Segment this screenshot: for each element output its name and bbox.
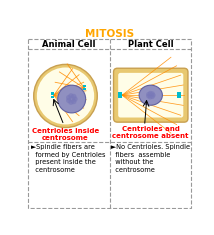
Bar <box>51 96 54 98</box>
Circle shape <box>148 95 153 100</box>
Text: Animal Cell: Animal Cell <box>42 40 95 49</box>
Bar <box>177 92 181 98</box>
Text: ►Spindle fibers are
  formed by Centrioles
  present inside the
  centrosome: ►Spindle fibers are formed by Centrioles… <box>31 145 105 173</box>
Circle shape <box>151 93 156 98</box>
Circle shape <box>150 94 155 99</box>
Circle shape <box>146 92 151 97</box>
Text: ►No Centrioles. Spindle
  fibers  assemble
  without the
  centrosome: ►No Centrioles. Spindle fibers assemble … <box>111 145 190 173</box>
Circle shape <box>66 98 71 103</box>
Text: Centrioles and
centrosome absent: Centrioles and centrosome absent <box>113 126 189 139</box>
Bar <box>83 88 86 90</box>
Text: Centrioles inside
centrosome: Centrioles inside centrosome <box>32 128 99 141</box>
Circle shape <box>72 96 78 102</box>
Circle shape <box>58 85 86 113</box>
Text: Plant Cell: Plant Cell <box>128 40 174 49</box>
Ellipse shape <box>139 85 162 105</box>
Bar <box>118 92 122 98</box>
Circle shape <box>68 93 74 98</box>
Circle shape <box>34 64 97 128</box>
Circle shape <box>146 94 151 98</box>
FancyBboxPatch shape <box>118 73 183 118</box>
FancyBboxPatch shape <box>114 68 188 122</box>
Bar <box>83 85 86 87</box>
Circle shape <box>71 99 76 104</box>
Bar <box>51 92 54 95</box>
Circle shape <box>68 99 74 105</box>
Circle shape <box>66 95 71 100</box>
Circle shape <box>150 91 155 96</box>
Circle shape <box>37 67 94 125</box>
Text: MITOSIS: MITOSIS <box>85 29 134 39</box>
Circle shape <box>71 94 76 99</box>
Circle shape <box>148 91 153 95</box>
